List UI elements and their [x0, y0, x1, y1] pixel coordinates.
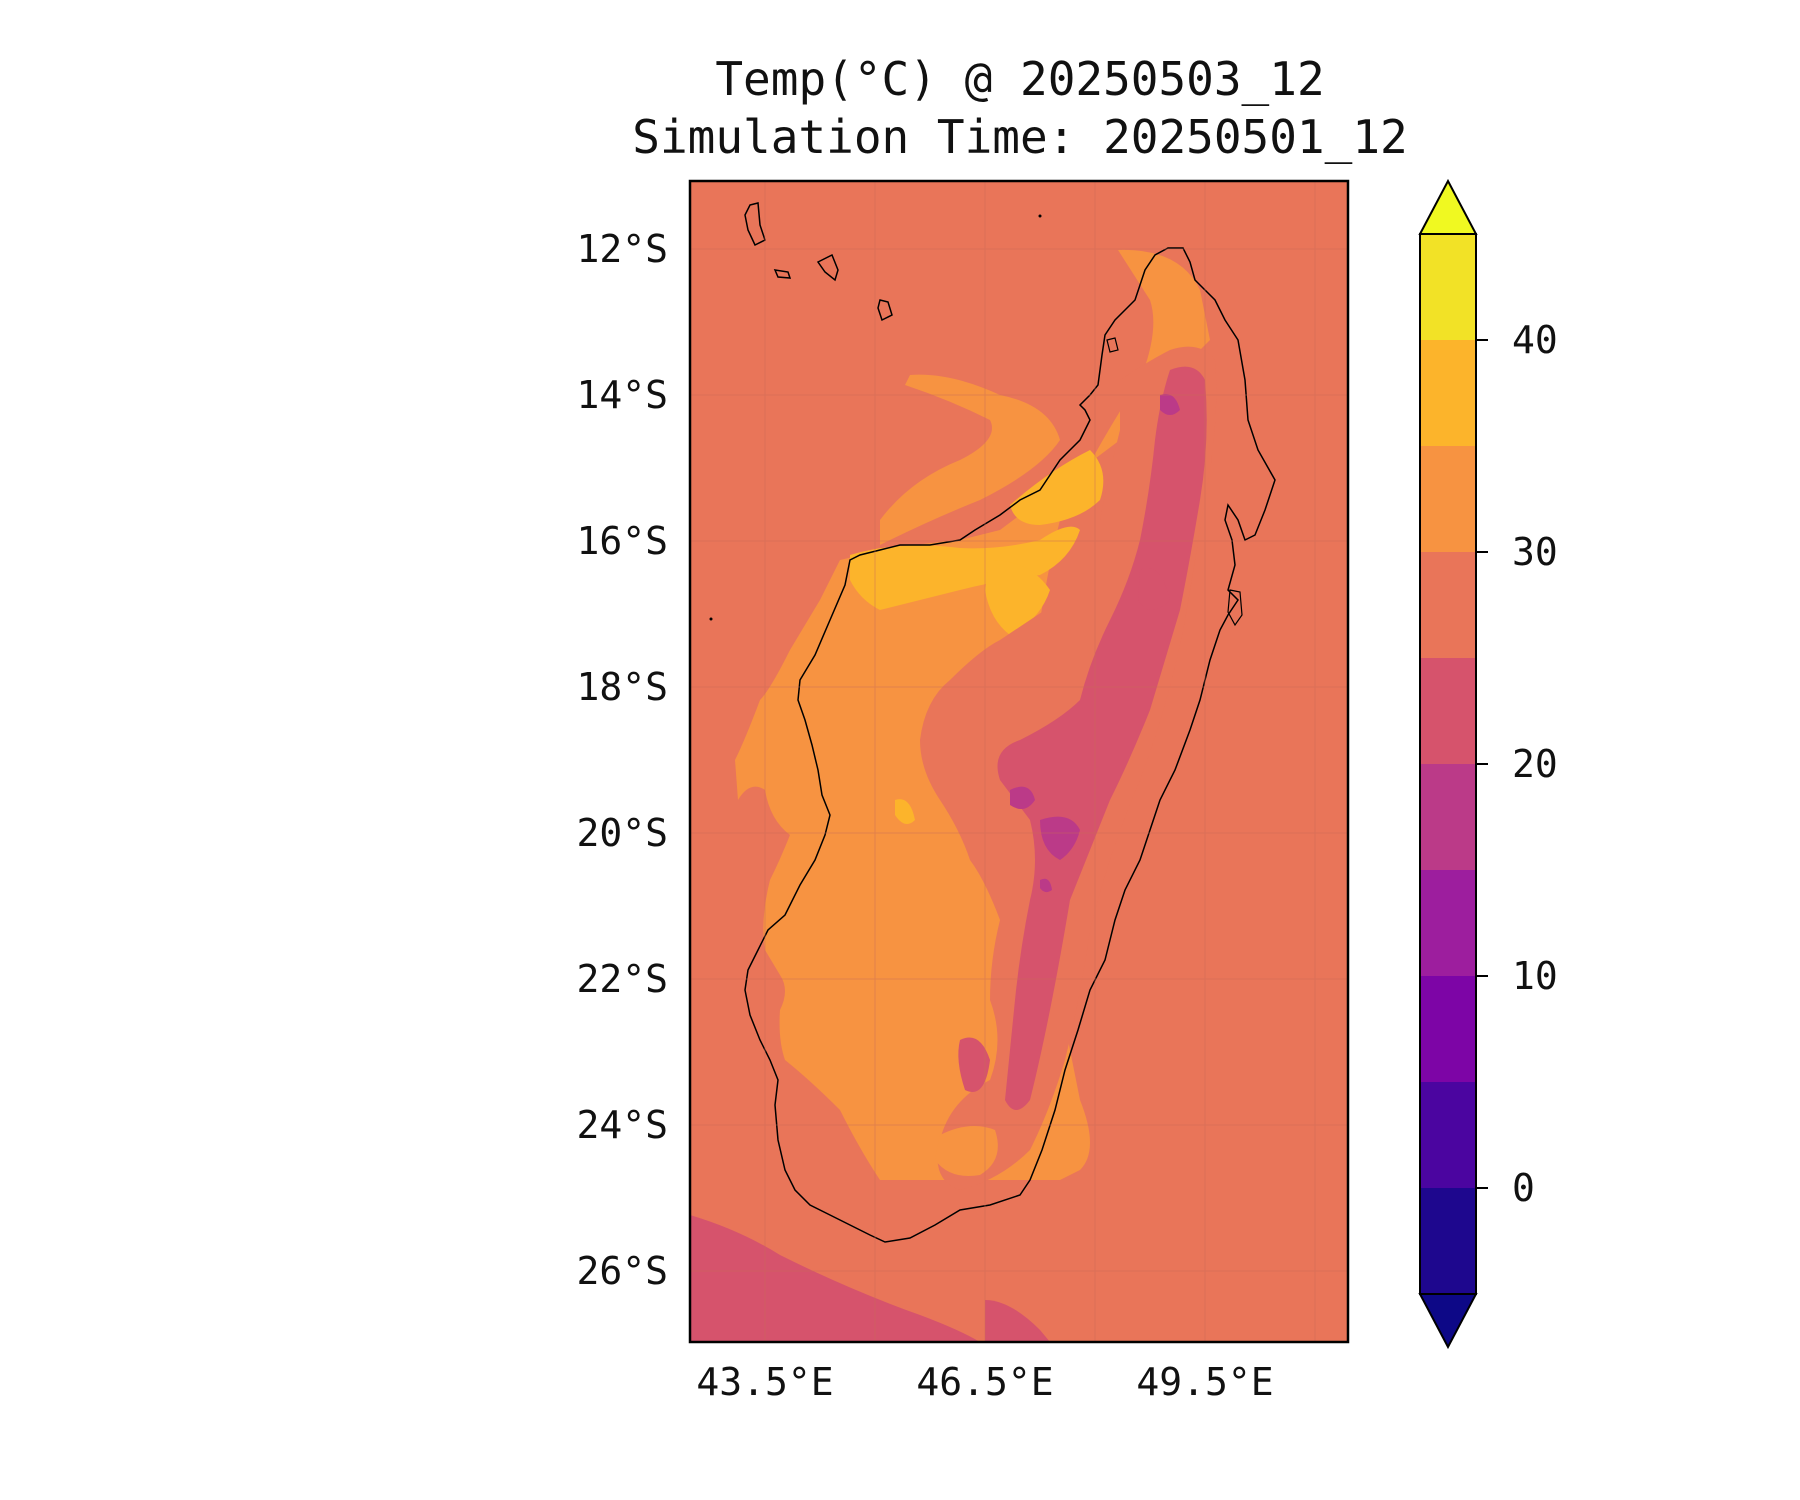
cold-pocket-3 — [1160, 394, 1180, 415]
lat-tick-label: 20°S — [576, 811, 668, 855]
hot-spot-west — [895, 799, 915, 824]
colorbar-tick-label: 0 — [1512, 1166, 1535, 1210]
cool-patch-b — [958, 1037, 990, 1092]
hot-zone-north — [850, 526, 1080, 610]
lat-tick-label: 14°S — [576, 373, 668, 417]
colorbar-segment — [1420, 1082, 1476, 1188]
island-mayotte — [877, 299, 893, 322]
lat-tick-label: 12°S — [576, 227, 668, 271]
title-line-2: Simulation Time: 20250501_12 — [632, 110, 1408, 164]
colorbar-extend-max — [1418, 178, 1478, 235]
islet-2 — [709, 617, 713, 621]
lon-tick-label: 46.5°E — [916, 1360, 1053, 1404]
colorbar: 40 30 20 10 0 — [1418, 178, 1558, 1350]
colorbar-tick-label: 40 — [1512, 318, 1558, 362]
colorbar-segment — [1420, 1188, 1476, 1294]
cold-pocket-2 — [1010, 786, 1035, 809]
plot-title: Temp(°C) @ 20250503_12 Simulation Time: … — [0, 50, 1800, 166]
south-warm-blob — [935, 1126, 998, 1176]
latitude-axis: 12°S 14°S 16°S 18°S 20°S 22°S 24°S 26°S — [576, 227, 668, 1293]
colorbar-segment — [1420, 658, 1476, 764]
colorbar-segment — [1420, 340, 1476, 446]
colorbar-segment — [1420, 870, 1476, 976]
lon-tick-label: 49.5°E — [1136, 1360, 1273, 1404]
colorbar-tick-label: 20 — [1512, 742, 1558, 786]
escarpment-cool-strip — [997, 366, 1207, 1111]
island-nosy-be — [1106, 337, 1119, 353]
colorbar-tick-label: 30 — [1512, 530, 1558, 574]
colorbar-segment — [1420, 234, 1476, 340]
island-sainte-marie — [1227, 589, 1243, 627]
cold-pocket-4 — [1040, 878, 1052, 893]
colorbar-segment — [1420, 976, 1476, 1082]
colorbar-tick-label: 10 — [1512, 954, 1558, 998]
map-panel — [690, 181, 1348, 1342]
madagascar-coastline — [744, 247, 1276, 1243]
hot-zone-center-north — [985, 560, 1050, 635]
colorbar-segment — [1420, 764, 1476, 870]
map-gridlines — [690, 181, 1348, 1342]
longitude-axis: 43.5°E 46.5°E 49.5°E — [696, 1360, 1273, 1404]
lat-tick-label: 22°S — [576, 957, 668, 1001]
cool-sea-patch — [985, 1300, 1050, 1342]
warm-sea-tongue — [880, 374, 1060, 545]
colorbar-segment — [1420, 552, 1476, 658]
colorbar-extend-min — [1418, 1293, 1478, 1350]
colorbar-segment — [1420, 446, 1476, 552]
hot-zone-northeast — [1010, 450, 1104, 525]
cool-sea-band — [690, 1215, 980, 1342]
map-frame — [688, 179, 1350, 1344]
title-line-1: Temp(°C) @ 20250503_12 — [715, 52, 1325, 106]
lat-tick-label: 18°S — [576, 665, 668, 709]
island-anjouan — [816, 253, 839, 282]
lat-tick-label: 16°S — [576, 519, 668, 563]
islet-1 — [1038, 214, 1042, 218]
lat-tick-label: 24°S — [576, 1103, 668, 1147]
cold-pocket-1 — [1040, 816, 1080, 860]
lon-tick-label: 43.5°E — [696, 1360, 833, 1404]
island-grande-comore — [744, 202, 766, 247]
island-moheli — [773, 269, 792, 279]
lat-tick-label: 26°S — [576, 1249, 668, 1293]
cool-patch-a — [1138, 568, 1170, 610]
